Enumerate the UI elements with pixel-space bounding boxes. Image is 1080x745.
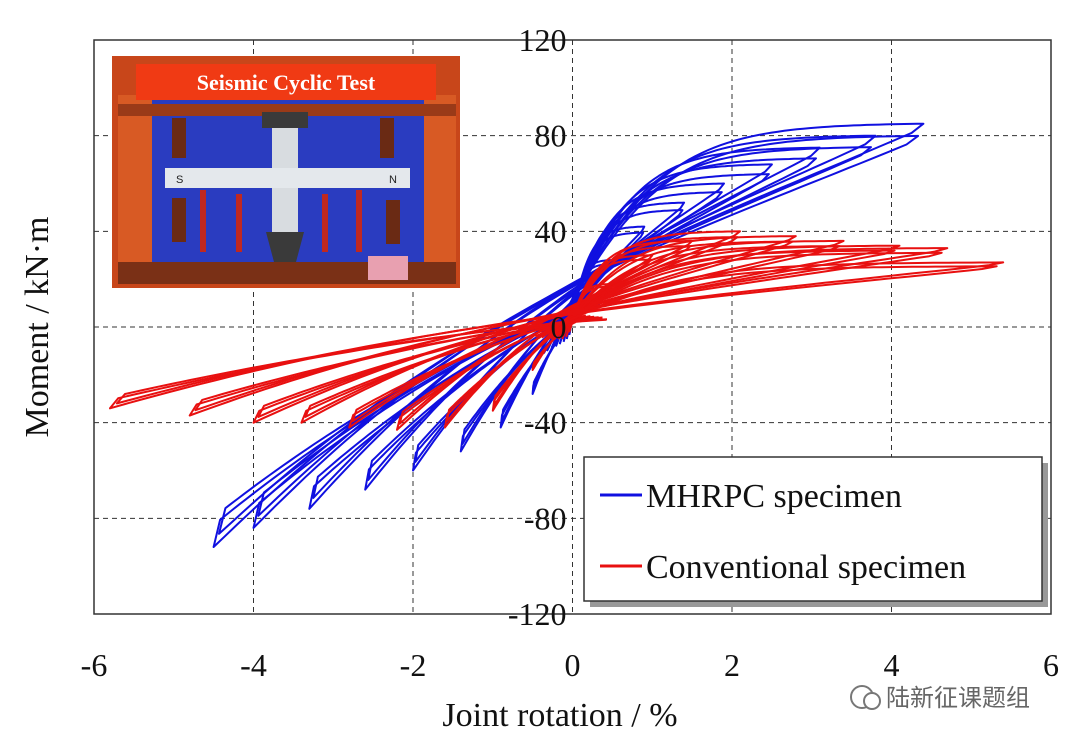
inset-display <box>368 256 408 280</box>
inset-photo: Seismic Cyclic Test S N <box>112 56 460 288</box>
inset-banner <box>136 64 436 100</box>
x-tick-label: 2 <box>724 647 740 683</box>
inset-support-left <box>200 190 206 252</box>
inset-support-right <box>356 190 362 252</box>
plot-border <box>93 39 1052 615</box>
x-tick-label: -4 <box>240 647 267 683</box>
hysteresis-loop-repeat <box>115 265 998 405</box>
inset-actuator-left-bottom <box>172 198 186 242</box>
series-conventional <box>109 230 1005 431</box>
y-tick-label: -120 <box>508 596 567 632</box>
legend-label-conventional: Conventional specimen <box>646 549 966 586</box>
hysteresis-loop <box>348 235 797 429</box>
y-tick-label: 80 <box>535 118 567 154</box>
legend-label-mhrpc: MHRPC specimen <box>646 478 902 515</box>
legend: MHRPC specimen Conventional specimen <box>583 456 1048 607</box>
y-axis-title: Moment / kN·m <box>19 217 56 438</box>
x-tick-label: -2 <box>400 647 427 683</box>
y-tick-label: 40 <box>535 213 567 249</box>
inset-support-mid-left <box>236 194 242 252</box>
watermark-text: 陆新征课题组 <box>886 684 1030 712</box>
inset-actuator-right-bottom <box>386 200 400 244</box>
y-tick-label: -80 <box>524 500 567 536</box>
inset-left-column <box>118 95 152 280</box>
wechat-icon-small <box>863 692 881 710</box>
inset-label-n: N <box>389 174 397 186</box>
series-mhrpc <box>212 122 925 548</box>
x-tick-label: 4 <box>884 647 900 683</box>
inset-actuator-right-top <box>380 118 394 158</box>
x-tick-labels: -6 -4 -2 0 2 4 6 <box>81 647 1059 683</box>
y-tick-label: -40 <box>524 405 567 441</box>
x-tick-label: 6 <box>1043 647 1059 683</box>
hysteresis-loop-repeat <box>367 173 770 481</box>
inset-right-column <box>424 95 456 280</box>
hysteresis-loop-repeat <box>398 236 739 425</box>
hysteresis-loop-repeat <box>194 251 943 412</box>
inset-support-mid-right <box>322 194 328 252</box>
hysteresis-loop <box>364 163 773 491</box>
inset-top-beam <box>118 104 456 116</box>
inset-actuator-top <box>262 112 308 128</box>
x-tick-label: 0 <box>565 647 581 683</box>
x-axis-title: Joint rotation / % <box>442 697 677 734</box>
inset-label-s: S <box>176 174 183 186</box>
inset-specimen-beam <box>165 168 410 188</box>
y-tick-label: 120 <box>519 22 567 58</box>
inset-actuator-left-top <box>172 118 186 158</box>
x-tick-label: -6 <box>81 647 108 683</box>
series-layer <box>109 122 1005 548</box>
inset-hinge-base <box>266 232 304 262</box>
inset-title: Seismic Cyclic Test <box>197 70 376 95</box>
watermark: 陆新征课题组 <box>850 684 1030 712</box>
y-tick-label: 0 <box>551 309 567 345</box>
legend-box <box>583 456 1043 602</box>
y-tick-labels: -120 -80 -40 0 40 80 120 <box>508 22 567 632</box>
